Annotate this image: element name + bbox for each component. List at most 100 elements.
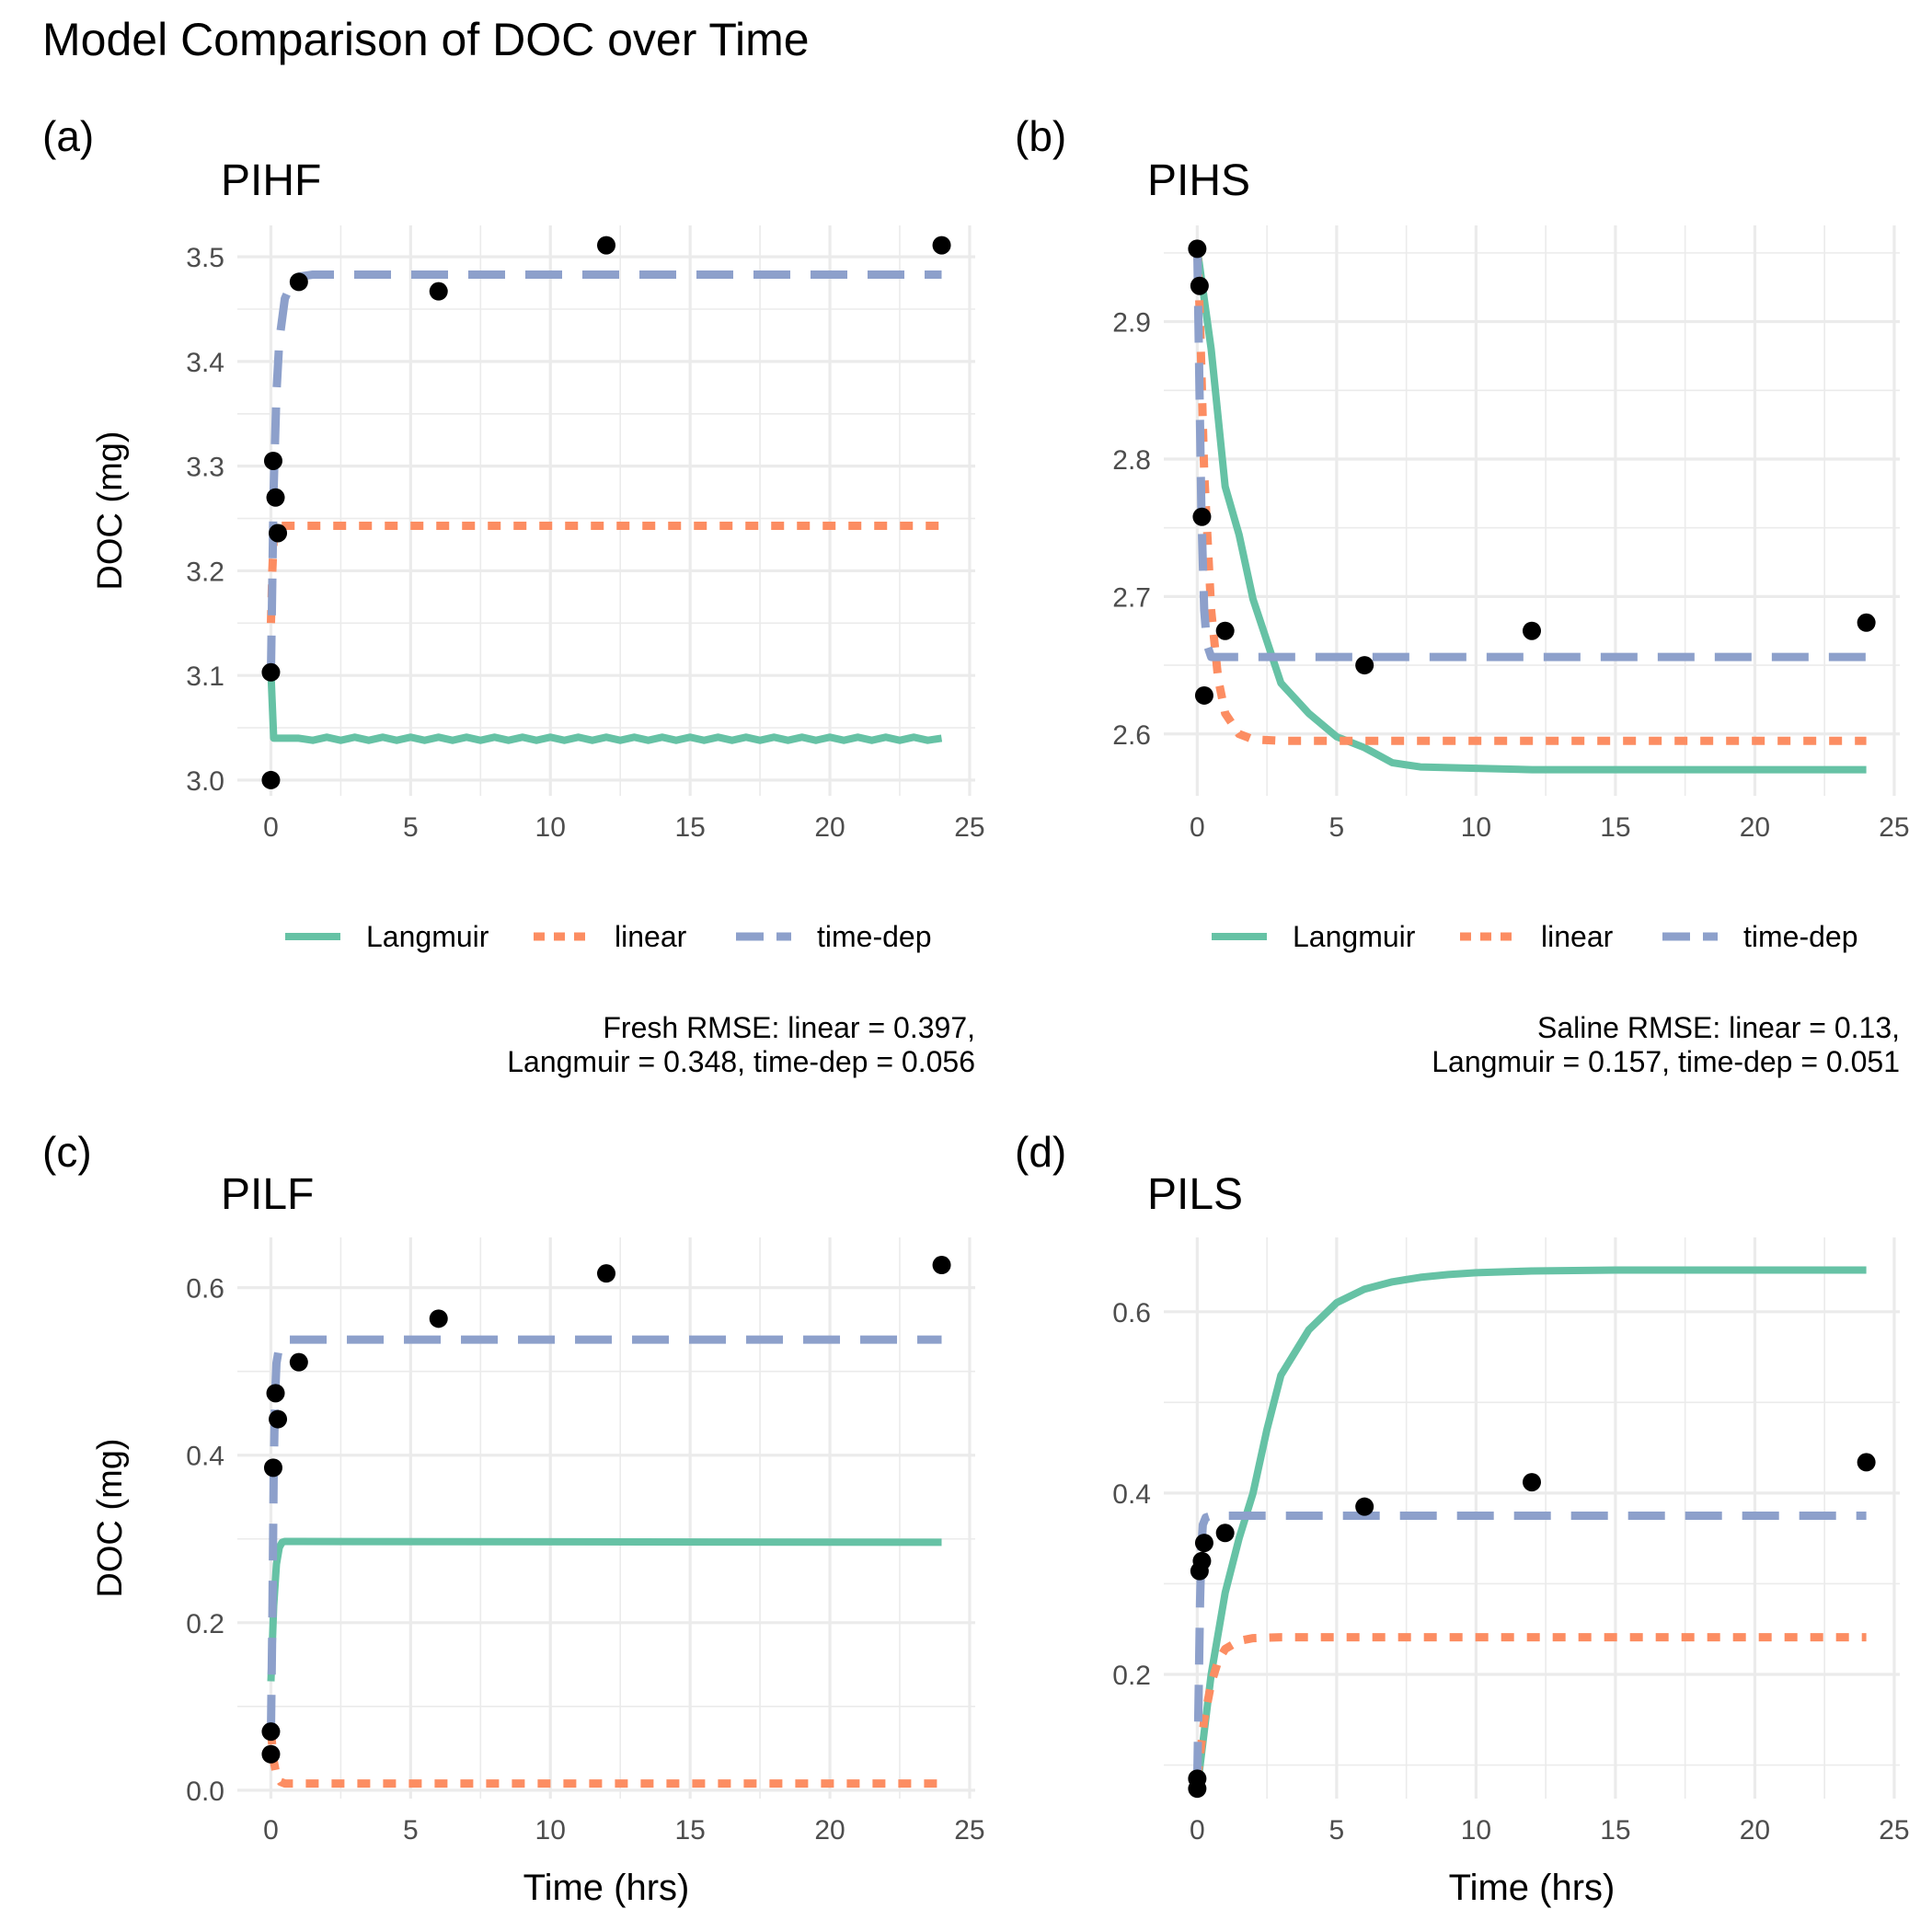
x-tick-label: 20 (1740, 1815, 1770, 1846)
y-tick-label: 0.4 (186, 1442, 224, 1472)
x-tick-label: 10 (535, 1815, 566, 1846)
data-point (1190, 276, 1209, 295)
panel-tag: (b) (1015, 112, 1066, 160)
y-tick-label: 3.4 (186, 348, 224, 378)
data-point (429, 282, 448, 301)
panel-pils: 0 5 10 15 20 25 0.2 0.4 0.6 (d) PILS Time (hrs) (1015, 1128, 1910, 1908)
x-tick-label: 25 (1879, 812, 1909, 843)
data-point (261, 1722, 281, 1742)
data-point (1192, 1551, 1212, 1570)
x-tick-label: 5 (403, 812, 419, 843)
data-point (261, 1744, 281, 1764)
x-tick-label: 25 (954, 1815, 984, 1846)
y-tick-label: 3.2 (186, 557, 224, 587)
series-langmuir-line (1193, 1266, 1867, 1789)
y-axis-label: DOC (mg) (91, 431, 130, 590)
data-point (932, 1256, 951, 1275)
panel-title: PIHS (1147, 156, 1250, 205)
rmse-caption: Fresh RMSE: linear = 0.397, (603, 1011, 975, 1044)
panel-tag: (d) (1015, 1128, 1066, 1176)
x-tick-label: 20 (1740, 812, 1770, 843)
x-tick-label: 15 (674, 812, 705, 843)
y-tick-label: 0.6 (186, 1274, 224, 1305)
data-point (932, 236, 951, 255)
data-point (1355, 656, 1374, 675)
y-tick-label: 0.6 (1112, 1298, 1151, 1328)
data-point (597, 1264, 615, 1283)
data-point (263, 1458, 282, 1478)
rmse-caption: Saline RMSE: linear = 0.13, (1537, 1011, 1900, 1044)
x-tick-label: 10 (535, 812, 566, 843)
rmse-caption: Langmuir = 0.348, time-dep = 0.056 (507, 1045, 975, 1078)
data-point (429, 1309, 448, 1328)
y-tick-label: 3.0 (186, 766, 224, 797)
data-point (1355, 1497, 1374, 1516)
data-point (269, 523, 288, 543)
legend-label: time-dep (1743, 920, 1858, 953)
x-tick-label: 0 (1190, 1815, 1205, 1846)
legend-label: Langmuir (366, 920, 489, 953)
y-tick-label: 3.5 (186, 243, 224, 273)
data-point (1194, 1534, 1213, 1553)
series-linear-line (1192, 248, 1867, 745)
panel-title: PILS (1147, 1170, 1243, 1219)
data-point (263, 451, 282, 470)
x-tick-label: 5 (403, 1815, 419, 1846)
series-linear-line (267, 522, 942, 624)
series-linear-line (1192, 1633, 1867, 1779)
rmse-caption: Langmuir = 0.157, time-dep = 0.051 (1432, 1045, 1900, 1078)
legend-label: time-dep (817, 920, 932, 953)
legend-label: linear (615, 920, 687, 953)
x-axis-label: Time (hrs) (1449, 1868, 1616, 1908)
y-tick-label: 2.8 (1112, 445, 1151, 476)
data-point (1215, 621, 1235, 640)
data-point (1523, 621, 1541, 640)
data-point (1194, 685, 1213, 705)
data-point (289, 272, 308, 292)
series-time-dep-line (267, 1335, 942, 1732)
y-axis-label: DOC (mg) (91, 1438, 130, 1597)
panel-title: PILF (221, 1170, 314, 1219)
x-tick-label: 15 (1600, 1815, 1630, 1846)
series-time-dep-line (1192, 1512, 1867, 1779)
x-tick-label: 0 (1190, 812, 1205, 843)
y-tick-label: 3.1 (186, 661, 224, 692)
y-tick-label: 2.9 (1112, 308, 1151, 339)
series-time-dep-line (1192, 248, 1867, 661)
data-point (289, 1352, 308, 1372)
series-langmuir-line (267, 672, 943, 744)
x-tick-label: 15 (1600, 812, 1630, 843)
x-tick-label: 5 (1329, 812, 1345, 843)
y-tick-label: 0.2 (186, 1609, 224, 1639)
panels: 0 5 10 15 20 25 3.0 3.1 3.2 3.3 3.4 3.5 (a) PIHF DOC (… (42, 112, 1910, 1908)
data-point (261, 770, 281, 789)
x-tick-label: 20 (814, 1815, 845, 1846)
data-point (1215, 1524, 1235, 1543)
data-point (1188, 1769, 1207, 1788)
y-tick-label: 2.6 (1112, 720, 1151, 751)
figure-title: Model Comparison of DOC over Time (42, 14, 810, 65)
y-tick-label: 0.4 (1112, 1479, 1151, 1510)
panel-pihf: 0 5 10 15 20 25 3.0 3.1 3.2 3.3 3.4 3.5 (a) PIHF DOC (… (42, 112, 985, 1078)
data-point (1188, 239, 1207, 259)
data-point (261, 662, 281, 682)
data-point (1192, 507, 1212, 526)
data-point (266, 1384, 285, 1403)
x-tick-label: 25 (1879, 1815, 1909, 1846)
x-tick-label: 25 (954, 812, 984, 843)
data-point (1523, 1473, 1541, 1492)
y-tick-label: 3.3 (186, 453, 224, 483)
x-tick-label: 10 (1461, 812, 1491, 843)
series-time-dep-line (267, 270, 942, 673)
x-tick-label: 10 (1461, 1815, 1491, 1846)
data-point (266, 488, 285, 507)
series-langmuir-line (267, 1537, 942, 1682)
x-axis-label: Time (hrs) (523, 1868, 690, 1908)
panel-pihs: 0 5 10 15 20 25 2.6 2.7 2.8 2.9 (b) PIHS Langmuir lin… (1015, 112, 1910, 1078)
x-tick-label: 5 (1329, 1815, 1345, 1846)
legend-label: Langmuir (1293, 920, 1416, 953)
legend: Langmuir linear time-dep (285, 920, 932, 953)
data-point (1857, 1453, 1876, 1472)
panel-tag: (c) (42, 1128, 92, 1176)
